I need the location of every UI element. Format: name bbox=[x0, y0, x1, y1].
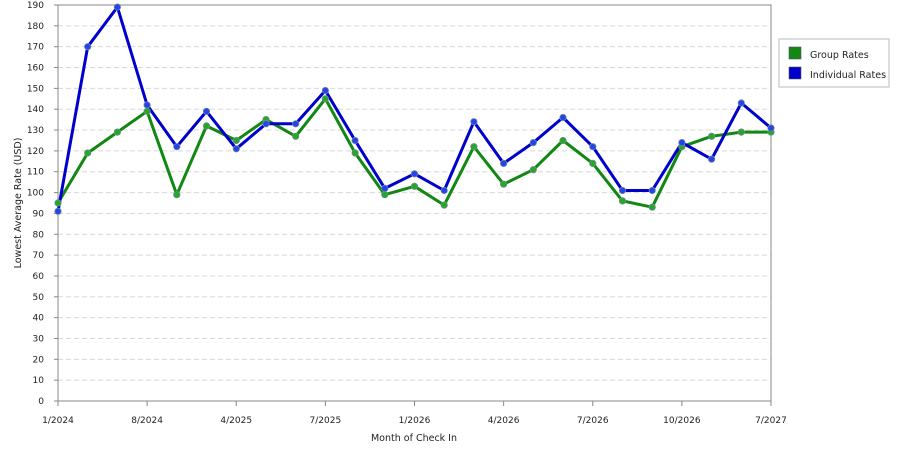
x-tick-label: 7/2026 bbox=[577, 416, 609, 426]
data-point-group-rates bbox=[113, 128, 122, 136]
data-point-individual-rates bbox=[529, 139, 537, 147]
data-point-group-rates bbox=[173, 191, 181, 199]
y-tick-label: 150 bbox=[27, 84, 44, 94]
data-point-individual-rates bbox=[678, 139, 686, 147]
data-point-group-rates bbox=[321, 95, 329, 103]
data-point-individual-rates bbox=[84, 43, 92, 51]
y-tick-label: 10 bbox=[33, 376, 45, 386]
data-point-group-rates bbox=[292, 132, 300, 140]
data-point-group-rates bbox=[84, 149, 92, 157]
data-point-group-rates bbox=[410, 182, 419, 190]
data-point-individual-rates bbox=[707, 155, 716, 163]
data-point-individual-rates bbox=[618, 186, 627, 195]
y-tick-label: 110 bbox=[27, 168, 44, 178]
y-tick-label: 20 bbox=[33, 355, 45, 365]
x-axis-title: Month of Check In bbox=[371, 433, 457, 444]
data-point-group-rates bbox=[559, 136, 567, 145]
y-tick-label: 130 bbox=[27, 126, 44, 136]
y-tick-label: 190 bbox=[27, 1, 44, 11]
x-tick-label: 1/2024 bbox=[42, 416, 74, 426]
series-line-group-rates bbox=[56, 97, 773, 209]
y-tick-label: 30 bbox=[33, 334, 45, 344]
data-point-group-rates bbox=[529, 166, 537, 174]
y-tick-label: 50 bbox=[33, 293, 45, 303]
data-point-individual-rates bbox=[559, 113, 567, 122]
legend-swatch-individual-rates bbox=[788, 66, 802, 80]
data-point-group-rates bbox=[202, 122, 211, 130]
data-point-individual-rates bbox=[292, 120, 300, 128]
y-tick-label: 0 bbox=[38, 397, 44, 407]
data-point-individual-rates bbox=[381, 184, 389, 192]
data-point-individual-rates bbox=[202, 107, 211, 115]
data-point-individual-rates bbox=[173, 143, 181, 151]
x-tick-label: 1/2026 bbox=[399, 416, 431, 426]
data-point-individual-rates bbox=[54, 207, 62, 215]
data-point-individual-rates bbox=[113, 3, 122, 11]
data-point-group-rates bbox=[707, 132, 716, 140]
data-point-individual-rates bbox=[767, 124, 775, 132]
data-point-individual-rates bbox=[440, 186, 448, 195]
data-point-individual-rates bbox=[648, 186, 656, 195]
plot-frame bbox=[57, 4, 772, 402]
data-point-individual-rates bbox=[321, 86, 329, 95]
data-point-group-rates bbox=[351, 149, 359, 157]
data-point-individual-rates bbox=[499, 159, 508, 167]
y-tick-label: 70 bbox=[33, 251, 45, 261]
series-markers bbox=[54, 3, 775, 215]
legend: Group Rates Individual Rates bbox=[778, 38, 890, 88]
y-tick-label: 180 bbox=[27, 22, 44, 32]
data-point-individual-rates bbox=[143, 101, 151, 109]
data-point-group-rates bbox=[440, 201, 448, 209]
data-point-individual-rates bbox=[737, 99, 745, 107]
data-point-group-rates bbox=[381, 191, 389, 199]
legend-label-group-rates: Group Rates bbox=[810, 50, 869, 61]
x-tick-label: 4/2026 bbox=[488, 416, 520, 426]
y-tick-label: 90 bbox=[33, 209, 45, 219]
data-point-individual-rates bbox=[589, 143, 597, 151]
y-tick-label: 80 bbox=[33, 230, 45, 240]
data-point-individual-rates bbox=[262, 120, 270, 128]
grid-lines bbox=[58, 25, 771, 381]
data-point-individual-rates bbox=[351, 136, 359, 145]
y-tick-label: 60 bbox=[33, 272, 45, 282]
data-point-group-rates bbox=[648, 203, 656, 211]
x-tick-label: 7/2027 bbox=[755, 416, 787, 426]
data-point-group-rates bbox=[589, 159, 597, 167]
y-tick-label: 170 bbox=[27, 43, 44, 53]
axes: 0 10 20 30 40 50 60 70 80 90 100 110 120 130 140 150 160… bbox=[27, 1, 787, 426]
legend-swatch-group-rates bbox=[788, 46, 802, 60]
y-tick-label: 160 bbox=[27, 64, 44, 74]
y-axis-title: Lowest Average Rate (USD) bbox=[13, 138, 24, 269]
x-tick-label: 4/2025 bbox=[220, 416, 252, 426]
data-point-group-rates bbox=[470, 143, 478, 151]
data-point-group-rates bbox=[737, 128, 745, 136]
data-point-individual-rates bbox=[470, 118, 478, 126]
x-tick-label: 7/2025 bbox=[310, 416, 342, 426]
data-point-group-rates bbox=[54, 199, 62, 207]
y-tick-label: 40 bbox=[33, 314, 45, 324]
y-tick-label: 140 bbox=[27, 105, 44, 115]
x-tick-label: 10/2026 bbox=[663, 416, 701, 426]
data-point-group-rates bbox=[618, 197, 627, 205]
data-point-group-rates bbox=[232, 136, 240, 145]
legend-label-individual-rates: Individual Rates bbox=[810, 70, 886, 81]
y-tick-label: 100 bbox=[27, 189, 44, 199]
data-point-group-rates bbox=[499, 180, 508, 188]
data-point-group-rates bbox=[143, 107, 151, 115]
data-point-individual-rates bbox=[410, 170, 419, 178]
x-tick-label: 8/2024 bbox=[131, 416, 163, 426]
y-tick-label: 120 bbox=[27, 147, 44, 157]
data-point-individual-rates bbox=[232, 145, 240, 153]
